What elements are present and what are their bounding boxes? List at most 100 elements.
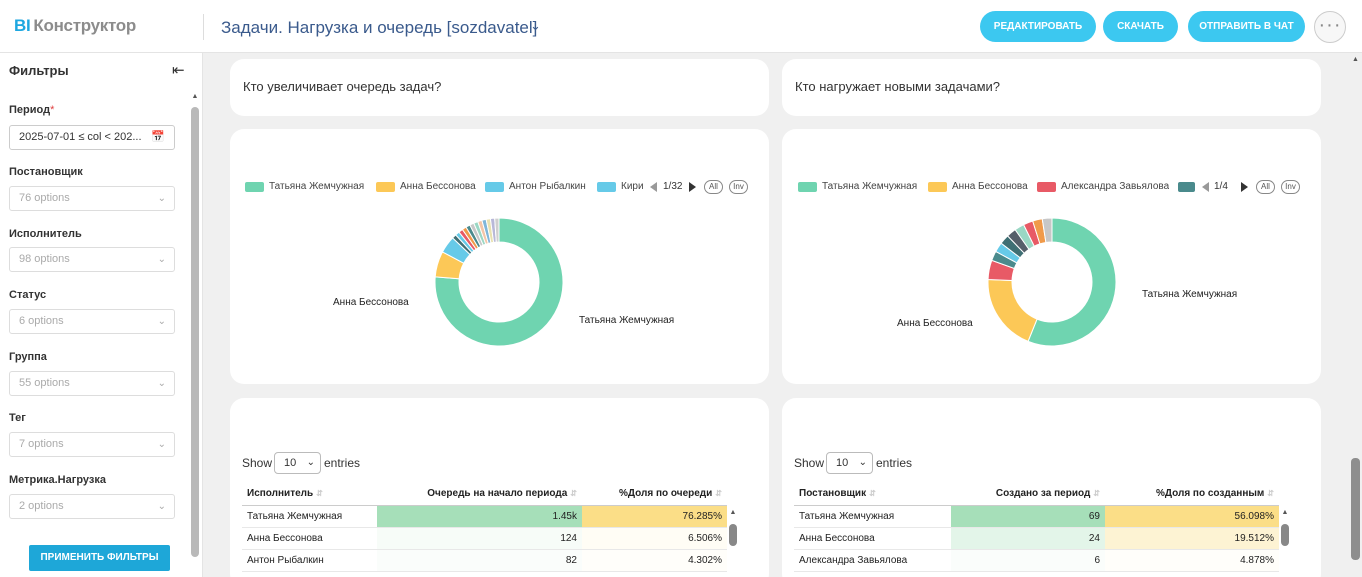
assignee-select[interactable]: 98 options ⌄ [9, 247, 175, 272]
table-cell: 69 [951, 505, 1105, 528]
apply-filters-button[interactable]: ПРИМЕНИТЬ ФИЛЬТРЫ [29, 545, 170, 571]
legend-pager: 1/32 [663, 181, 683, 192]
chevron-down-icon: ⌄ [157, 501, 166, 512]
table-cell: Татьяна Жемчужная [794, 505, 951, 528]
table-scrollbar[interactable]: ▲ [728, 509, 738, 577]
show-label: Show [242, 456, 273, 470]
legend-inv-button[interactable]: Inv [1281, 180, 1300, 194]
group-select[interactable]: 55 options ⌄ [9, 371, 175, 396]
chevron-down-icon: ⌄ [306, 457, 315, 468]
legend-pager: 1/4 [1214, 181, 1228, 192]
entries-select[interactable]: 10 ⌄ [274, 452, 321, 474]
donut-chart[interactable] [433, 216, 573, 348]
logo-text: Конструктор [33, 16, 136, 35]
pie-label: Татьяна Жемчужная [579, 315, 675, 326]
question-card-left: Кто увеличивает очередь задач? [230, 59, 769, 116]
table-row: Анна Бессонова 124 6.506% [242, 527, 727, 550]
collapse-sidebar-icon[interactable]: ⇤ [172, 62, 185, 79]
column-header[interactable]: Исполнитель ⇵ [242, 482, 377, 506]
legend-all-button[interactable]: All [704, 180, 723, 194]
dashboard-title[interactable]: Задачи. Нагрузка и очередь [sozdavatel] [221, 18, 538, 37]
table-card-right: Show 10 ⌄ entries Постановщик ⇵ Создано за… [782, 398, 1321, 577]
column-header[interactable]: Очередь на начало периода ⇵ [377, 482, 582, 506]
table-cell: Анна Бессонова [242, 527, 377, 550]
donut-slice[interactable] [987, 279, 1038, 343]
donut-slice[interactable] [1027, 217, 1117, 347]
chevron-down-icon: ⌄ [858, 457, 867, 468]
download-button[interactable]: СКАЧАТЬ [1103, 11, 1178, 42]
legend-all-button[interactable]: All [1256, 180, 1275, 194]
column-header[interactable]: %Доля по очереди ⇵ [582, 482, 727, 506]
scroll-up-icon: ▲ [191, 93, 199, 100]
filters-title: Фильтры [9, 63, 69, 78]
chevron-down-icon: ⌄ [157, 254, 166, 265]
metric-select[interactable]: 2 options ⌄ [9, 494, 175, 519]
table-cell: 82 [377, 549, 582, 572]
status-select[interactable]: 6 options ⌄ [9, 309, 175, 334]
send-to-chat-button[interactable]: ОТПРАВИТЬ В ЧАТ [1188, 11, 1305, 42]
pie-label: Татьяна Жемчужная [1142, 289, 1238, 300]
table-cell: Анна Бессонова [794, 527, 951, 550]
legend-item[interactable]: Анна Бессонова [376, 180, 481, 194]
donut-slice[interactable] [434, 217, 564, 347]
period-date-field[interactable]: 2025-07-01 ≤ col < 202... 📅 [9, 125, 175, 150]
column-header[interactable]: Создано за период ⇵ [951, 482, 1105, 506]
legend-prev-icon[interactable] [1202, 182, 1209, 192]
donut-slice-other[interactable] [1041, 217, 1053, 244]
column-header[interactable]: Постановщик ⇵ [794, 482, 951, 506]
edit-button[interactable]: РЕДАКТИРОВАТЬ [980, 11, 1096, 42]
more-options-icon[interactable]: ··· [1314, 11, 1346, 43]
legend-item[interactable] [1178, 180, 1198, 194]
data-table: Постановщик ⇵ Создано за период ⇵ %Доля по… [794, 482, 1279, 572]
table-row: Антон Рыбалкин 82 4.302% [242, 549, 727, 572]
app-logo[interactable]: BI Конструктор [14, 16, 136, 36]
legend-next-icon[interactable] [1241, 182, 1248, 192]
chevron-down-icon[interactable]: ⌄ [530, 18, 541, 33]
question-title: Кто нагружает новыми задачами? [795, 79, 1001, 94]
filter-label-metric: Метрика.Нагрузка [9, 474, 106, 486]
table-cell: 6.506% [582, 527, 727, 550]
header-divider [203, 14, 204, 40]
table-cell: 19.512% [1105, 527, 1279, 550]
table-cell: 56.098% [1105, 505, 1279, 528]
scroll-up-icon: ▲ [1352, 56, 1359, 63]
legend-item[interactable]: Анна Бессонова [928, 180, 1033, 194]
donut-chart[interactable] [984, 216, 1124, 348]
calendar-icon[interactable]: 📅 [151, 131, 165, 143]
table-cell: 76.285% [582, 505, 727, 528]
legend-prev-icon[interactable] [650, 182, 657, 192]
chevron-down-icon: ⌄ [157, 316, 166, 327]
chevron-down-icon: ⌄ [157, 193, 166, 204]
table-cell: 6 [951, 549, 1105, 572]
filter-label-assignee: Исполнитель [9, 228, 82, 240]
table-cell: 4.878% [1105, 549, 1279, 572]
author-select[interactable]: 76 options ⌄ [9, 186, 175, 211]
pie-label: Анна Бессонова [333, 297, 409, 308]
legend-item[interactable]: Кири [597, 180, 643, 194]
filter-label-author: Постановщик [9, 166, 83, 178]
scroll-up-icon: ▲ [729, 509, 737, 516]
table-scrollbar[interactable]: ▲ [1280, 509, 1290, 577]
scroll-thumb [191, 107, 199, 557]
legend-item[interactable]: Татьяна Жемчужная [245, 180, 370, 194]
filter-label-status: Статус [9, 289, 47, 301]
column-header[interactable]: %Доля по созданным ⇵ [1105, 482, 1279, 506]
scroll-up-icon: ▲ [1281, 509, 1289, 516]
table-header-row: Постановщик ⇵ Создано за период ⇵ %Доля по… [794, 482, 1279, 506]
tag-select[interactable]: 7 options ⌄ [9, 432, 175, 457]
sidebar-scrollbar[interactable]: ▲ [191, 93, 199, 569]
legend-next-icon[interactable] [689, 182, 696, 192]
legend-inv-button[interactable]: Inv [729, 180, 748, 194]
table-cell: 1.45k [377, 505, 582, 528]
entries-select[interactable]: 10 ⌄ [826, 452, 873, 474]
data-table: Исполнитель ⇵ Очередь на начало периода ⇵ … [242, 482, 727, 572]
main-scrollbar[interactable]: ▲ [1349, 53, 1362, 577]
table-row: Александра Завьялова 6 4.878% [794, 549, 1279, 572]
table-card-left: Show 10 ⌄ entries Исполнитель ⇵ Очередь на… [230, 398, 769, 577]
legend-item[interactable]: Татьяна Жемчужная [798, 180, 923, 194]
legend-item[interactable]: Антон Рыбалкин [485, 180, 595, 194]
question-title: Кто увеличивает очередь задач? [243, 79, 442, 94]
table-cell: 24 [951, 527, 1105, 550]
legend-item[interactable]: Александра Завьялова [1037, 180, 1177, 194]
donut-slice-other[interactable] [494, 217, 500, 243]
